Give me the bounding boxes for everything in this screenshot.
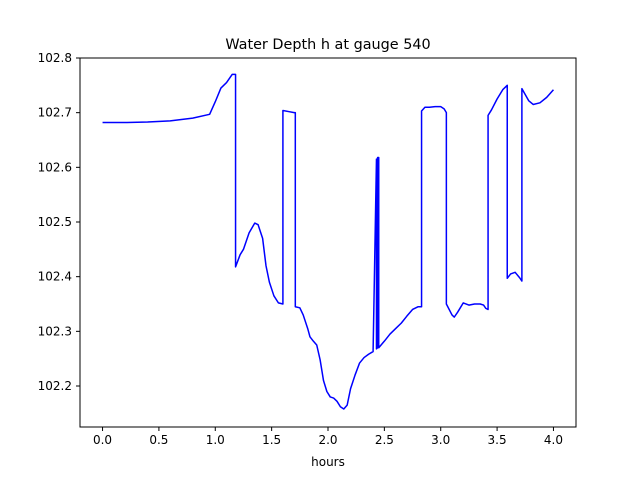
x-tick-label: 2.5 <box>375 433 394 447</box>
x-tick-label: 2.0 <box>318 433 337 447</box>
y-tick-label: 102.5 <box>38 215 72 229</box>
x-tick-label: 4.0 <box>544 433 563 447</box>
x-tick-label: 0.5 <box>149 433 168 447</box>
y-tick-label: 102.7 <box>38 106 72 120</box>
y-tick-label: 102.8 <box>38 51 72 65</box>
x-axis-ticks: 0.0 0.5 1.0 1.5 2.0 2.5 3.0 3.5 4.0 <box>93 427 563 447</box>
x-tick-label: 3.0 <box>431 433 450 447</box>
chart-title: Water Depth h at gauge 540 <box>225 37 430 53</box>
y-tick-label: 102.2 <box>38 379 72 393</box>
y-tick-label: 102.3 <box>38 324 72 338</box>
plot-area <box>102 73 555 410</box>
x-tick-label: 1.5 <box>262 433 281 447</box>
x-axis-label: hours <box>311 455 345 469</box>
y-tick-label: 102.4 <box>38 270 72 284</box>
water-depth-line <box>102 73 555 410</box>
y-tick-label: 102.6 <box>38 160 72 174</box>
x-tick-label: 1.0 <box>206 433 225 447</box>
axes-frame <box>79 57 577 428</box>
y-axis-ticks: 102.2 102.3 102.4 102.5 102.6 102.7 102.8 <box>38 51 80 393</box>
x-tick-label: 3.5 <box>488 433 507 447</box>
x-tick-label: 0.0 <box>93 433 112 447</box>
